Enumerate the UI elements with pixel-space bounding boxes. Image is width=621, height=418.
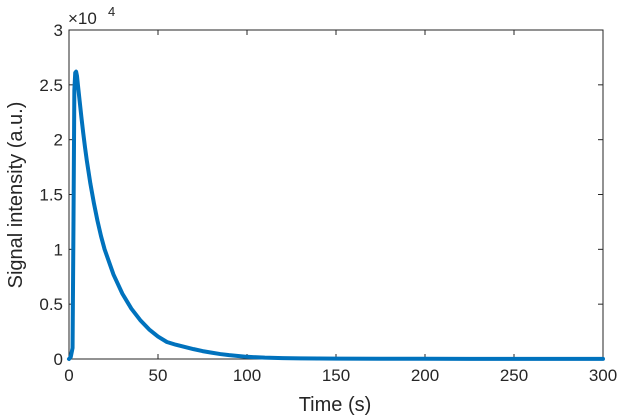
y-tick-label: 0 xyxy=(54,350,63,369)
series-layer xyxy=(67,69,605,361)
y-tick-label: 2.5 xyxy=(39,76,63,95)
x-tick-label: 300 xyxy=(589,366,617,385)
x-tick-label: 150 xyxy=(322,366,350,385)
x-tick-label: 250 xyxy=(500,366,528,385)
plot-area xyxy=(68,29,604,360)
y-axis-ticks: 0 0.5 1 1.5 2 2.5 3 xyxy=(39,21,603,369)
y-tick-label: 3 xyxy=(54,21,63,40)
y-tick-label: 2 xyxy=(54,131,63,150)
x-tick-label: 0 xyxy=(64,366,73,385)
x-axis-ticks: 0 50 100 150 200 250 300 xyxy=(64,30,617,385)
x-axis-label: Time (s) xyxy=(299,394,372,416)
x-tick-label: 200 xyxy=(411,366,439,385)
y-tick-label: 1 xyxy=(54,240,63,259)
y-axis-multiplier-exponent: 4 xyxy=(108,4,115,19)
x-tick-label: 100 xyxy=(233,366,261,385)
y-axis-label: Signal intensity (a.u.) xyxy=(5,102,27,289)
x-tick-label: 50 xyxy=(149,366,168,385)
y-tick-label: 0.5 xyxy=(39,295,63,314)
plot-frame xyxy=(68,29,604,360)
y-tick-label: 1.5 xyxy=(39,186,63,205)
series-line-signal xyxy=(67,69,605,361)
y-axis-multiplier: ×10 xyxy=(68,9,97,28)
